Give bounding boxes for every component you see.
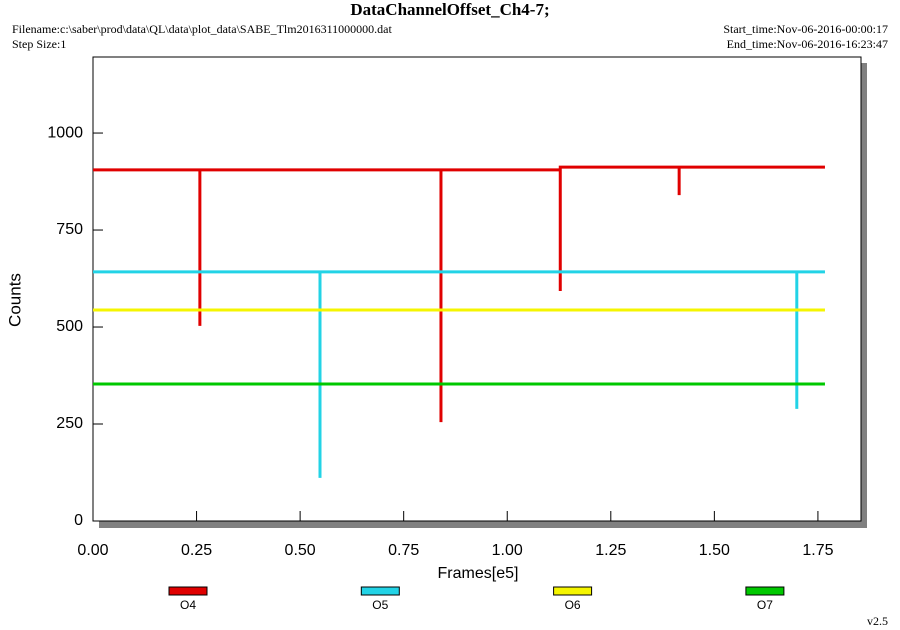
legend-label: O6: [565, 598, 581, 612]
legend-label: O7: [757, 598, 773, 612]
y-tick-label: 250: [56, 415, 83, 432]
y-tick-label: 750: [56, 221, 83, 238]
x-tick-label: 1.00: [492, 542, 523, 559]
x-tick-label: 0.50: [285, 542, 316, 559]
plot-area: [92, 56, 862, 522]
y-tick-label: 1000: [47, 124, 83, 141]
chart-title: DataChannelOffset_Ch4-7;: [350, 0, 549, 19]
x-axis-label: Frames[e5]: [438, 565, 519, 582]
end-time: End_time:Nov-06-2016-16:23:47: [727, 37, 888, 51]
y-axis-label: Counts: [5, 273, 24, 327]
legend-swatch: [168, 586, 208, 596]
legend-swatch: [553, 586, 593, 596]
x-tick-label: 0.75: [388, 542, 419, 559]
filename: Filename:c:\saber\prod\data\QL\data\plot…: [12, 22, 392, 36]
x-tick-label: 1.50: [699, 542, 730, 559]
series-line: [93, 165, 825, 423]
x-tick-label: 1.75: [802, 542, 833, 559]
series-line: [93, 270, 825, 478]
legend-label: O5: [372, 598, 388, 612]
x-tick-label: 1.25: [595, 542, 626, 559]
x-tick-label: 0.00: [77, 542, 108, 559]
legend-swatch: [745, 586, 785, 596]
start-time: Start_time:Nov-06-2016-00:00:17: [723, 22, 888, 36]
y-tick-label: 500: [56, 318, 83, 335]
legend-swatch: [360, 586, 400, 596]
version: v2.5: [867, 614, 888, 628]
x-tick-label: 0.25: [181, 542, 212, 559]
legend-label: O4: [180, 598, 196, 612]
y-tick-label: 0: [74, 512, 83, 529]
step-size: Step Size:1: [12, 37, 66, 51]
